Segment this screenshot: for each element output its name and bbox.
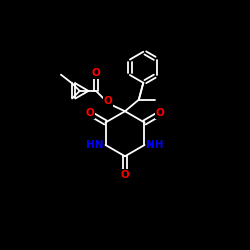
Text: NH: NH xyxy=(146,140,164,150)
Text: O: O xyxy=(120,170,130,180)
Text: O: O xyxy=(85,108,94,118)
Text: O: O xyxy=(104,96,112,106)
Text: HN: HN xyxy=(86,140,104,150)
Text: O: O xyxy=(156,108,165,118)
Text: O: O xyxy=(92,68,100,78)
